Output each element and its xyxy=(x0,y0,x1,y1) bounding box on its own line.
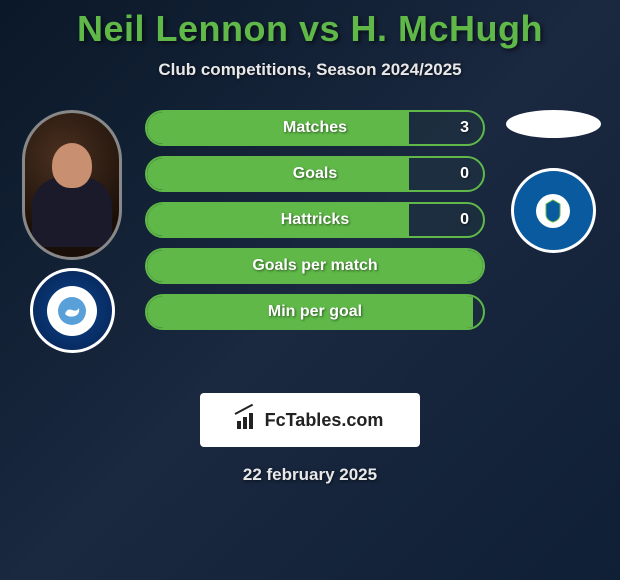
content-row: Matches3Goals0Hattricks0Goals per matchM… xyxy=(0,110,620,353)
stat-value: 0 xyxy=(460,211,469,229)
stat-row: Goals0 xyxy=(145,156,485,192)
stat-label: Matches xyxy=(147,119,483,137)
stat-label: Hattricks xyxy=(147,211,483,229)
comparison-card: Neil Lennon vs H. McHugh Club competitio… xyxy=(0,0,620,485)
player2-photo-placeholder xyxy=(506,110,601,138)
chart-icon xyxy=(237,411,259,429)
vs-separator: vs xyxy=(299,8,340,49)
stat-row: Matches3 xyxy=(145,110,485,146)
left-column xyxy=(17,110,127,353)
stat-value: 3 xyxy=(460,119,469,137)
page-title: Neil Lennon vs H. McHugh xyxy=(0,8,620,50)
stat-row: Min per goal xyxy=(145,294,485,330)
right-column xyxy=(503,110,603,253)
snapshot-date: 22 february 2025 xyxy=(0,465,620,485)
subtitle: Club competitions, Season 2024/2025 xyxy=(0,60,620,80)
stat-label: Min per goal xyxy=(147,303,483,321)
brand-text: FcTables.com xyxy=(265,410,384,431)
player2-name: H. McHugh xyxy=(351,8,543,49)
stat-row: Hattricks0 xyxy=(145,202,485,238)
swan-icon xyxy=(57,296,87,326)
brand-badge[interactable]: FcTables.com xyxy=(200,393,420,447)
wigan-crest-icon xyxy=(528,186,578,236)
stat-row: Goals per match xyxy=(145,248,485,284)
player1-club-badge xyxy=(30,268,115,353)
stat-value: 0 xyxy=(460,165,469,183)
stat-label: Goals xyxy=(147,165,483,183)
stat-label: Goals per match xyxy=(147,257,483,275)
player1-name: Neil Lennon xyxy=(77,8,289,49)
player2-club-badge xyxy=(511,168,596,253)
stats-column: Matches3Goals0Hattricks0Goals per matchM… xyxy=(145,110,485,330)
badge-inner-icon xyxy=(47,286,97,336)
player1-photo xyxy=(22,110,122,260)
